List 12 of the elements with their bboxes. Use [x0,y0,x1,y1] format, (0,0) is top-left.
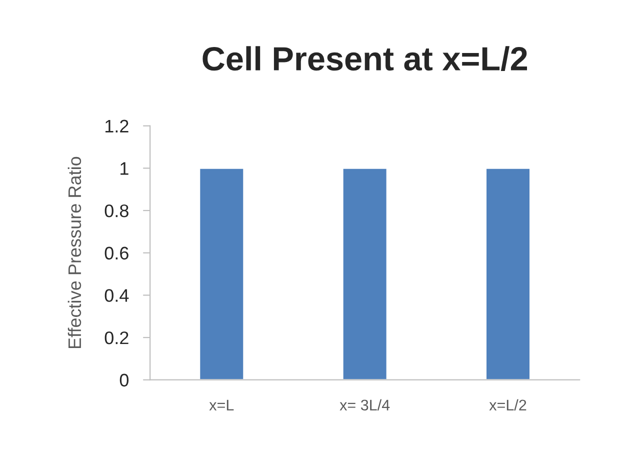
x-tick-label: x=L [209,400,234,410]
y-axis-title: Effective Pressure Ratio [68,156,82,348]
chart-title: Cell Present at x=L/2 [202,46,527,71]
y-tick-label: 0.4 [104,289,129,302]
y-tick-label: 0.6 [104,246,128,260]
x-tick-label: x=L/2 [489,399,526,411]
y-tick-label: 0.2 [104,331,128,344]
y-tick-label: 1.2 [106,120,128,132]
x-tick-label: x= 3L/4 [340,399,390,411]
y-tick-label: 0 [120,374,129,387]
y-tick-label: 0.8 [104,204,128,218]
y-tick-label: 1 [120,162,128,175]
